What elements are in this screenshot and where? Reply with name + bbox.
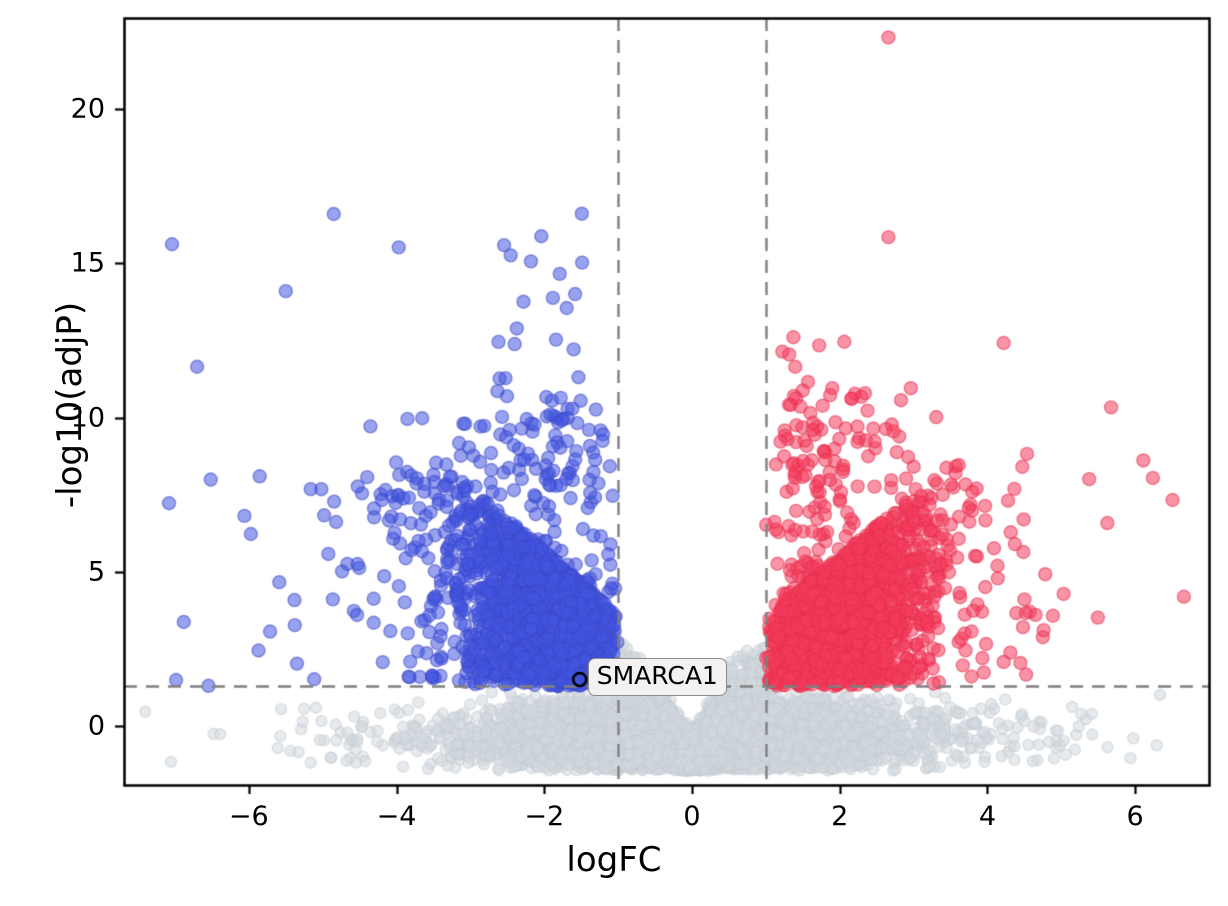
x-tick-label: −4 — [376, 801, 417, 832]
y-tick-label: 0 — [87, 710, 105, 742]
y-tick-label: 15 — [70, 247, 105, 279]
x-tick-label: 6 — [1126, 801, 1144, 832]
gene-annotation-smarca1[interactable]: SMARCA1 — [587, 658, 727, 697]
y-tick-label: 20 — [70, 93, 105, 125]
x-axis-label: logFC — [566, 840, 662, 880]
x-tick-label: −6 — [228, 801, 269, 832]
x-tick-label: −2 — [524, 801, 565, 832]
y-tick-label: 5 — [87, 556, 105, 588]
x-tick-label: 2 — [831, 801, 849, 832]
x-tick-label: 4 — [978, 801, 996, 832]
y-tick-label: 10 — [70, 402, 105, 434]
x-tick-label: 0 — [683, 801, 701, 832]
